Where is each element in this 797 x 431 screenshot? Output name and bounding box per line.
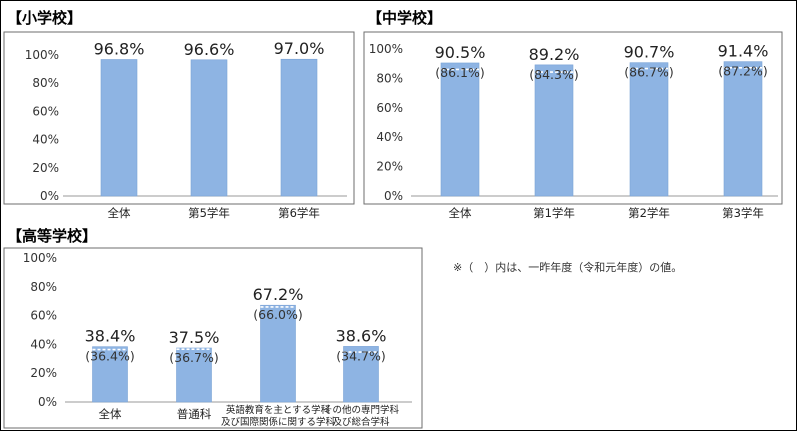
category-label: 第3学年	[722, 206, 764, 220]
y-tick-label: 20%	[376, 160, 403, 174]
category-label: 全体	[99, 407, 122, 421]
footnote: ※（ ）内は、一昨年度（令和元年度）の値。	[453, 260, 682, 274]
bar	[343, 346, 379, 403]
data-label: 96.8%	[94, 40, 145, 59]
bar	[100, 59, 138, 197]
chart-border	[3, 247, 423, 429]
chart-2: 【高等学校】 0% 20% 40% 60% 80% 100% (36.4%) 38.4% (36.…	[3, 227, 423, 429]
chart-1: 【中学校】 0% 20% 40% 60% 80% 100% (86.1%) 90.5% (84.3…	[363, 9, 783, 220]
y-tick-label: 100%	[369, 42, 403, 56]
category-label: 第5学年	[188, 206, 230, 220]
category-label: 全体	[449, 206, 472, 220]
y-tick-label: 100%	[25, 48, 59, 62]
data-label: 67.2%	[253, 285, 304, 304]
y-tick-label: 100%	[23, 251, 57, 265]
previous-value-label: (87.2%)	[718, 64, 767, 79]
category-label: その他の専門学科	[323, 404, 400, 416]
chart-border	[363, 31, 783, 205]
bar	[534, 64, 574, 197]
y-tick-label: 0%	[40, 189, 59, 203]
y-tick-label: 80%	[376, 71, 403, 85]
y-tick-label: 0%	[384, 189, 403, 203]
y-tick-label: 40%	[30, 337, 57, 351]
bar	[280, 58, 318, 197]
y-tick-label: 80%	[30, 280, 57, 294]
category-label: 英語教育を主とする学科	[226, 404, 331, 416]
y-tick-label: 0%	[38, 395, 57, 409]
y-tick-label: 40%	[376, 130, 403, 144]
data-label: 90.7%	[624, 43, 675, 62]
previous-value-label: (86.7%)	[624, 65, 673, 80]
previous-value-label: (36.4%)	[85, 349, 134, 364]
y-tick-label: 20%	[30, 366, 57, 380]
category-label: 及び総合学科	[332, 416, 390, 428]
data-label: 38.4%	[85, 327, 136, 346]
bar	[92, 346, 128, 403]
y-tick-label: 60%	[30, 309, 57, 323]
category-label: 第1学年	[533, 206, 575, 220]
bar	[260, 304, 296, 403]
chart-title: 【小学校】	[7, 9, 82, 27]
data-label: 97.0%	[274, 39, 325, 58]
y-tick-label: 80%	[32, 76, 59, 90]
data-label: 96.6%	[184, 40, 235, 59]
data-label: 38.6%	[336, 326, 387, 345]
y-tick-label: 60%	[376, 101, 403, 115]
bar	[723, 61, 763, 197]
category-label: 全体	[108, 206, 131, 220]
previous-value-label: (34.7%)	[336, 348, 385, 363]
bar	[440, 62, 480, 197]
bar	[190, 59, 228, 197]
previous-value-label: (86.1%)	[435, 65, 484, 80]
category-label: 第2学年	[628, 206, 670, 220]
chart-0: 【小学校】 0% 20% 40% 60% 80% 100% 96.8% 96.6% 97.0% 全体…	[3, 9, 355, 220]
category-label: 普通科	[177, 407, 212, 421]
data-label: 91.4%	[718, 42, 769, 61]
bar	[176, 347, 212, 403]
chart-title: 【高等学校】	[7, 227, 97, 245]
category-label: 及び国際関係に関する学科	[221, 416, 336, 428]
chart-title: 【中学校】	[367, 9, 442, 27]
data-label: 89.2%	[529, 45, 580, 64]
bar	[629, 62, 669, 197]
y-tick-label: 60%	[32, 104, 59, 118]
data-label: 90.5%	[435, 43, 486, 62]
chart-border	[3, 31, 355, 205]
data-label: 37.5%	[169, 328, 220, 347]
category-label: 第6学年	[278, 206, 320, 220]
y-tick-label: 40%	[32, 133, 59, 147]
previous-value-label: (66.0%)	[253, 307, 302, 322]
previous-value-label: (36.7%)	[169, 350, 218, 365]
y-tick-label: 20%	[32, 161, 59, 175]
previous-value-label: (84.3%)	[529, 67, 578, 82]
